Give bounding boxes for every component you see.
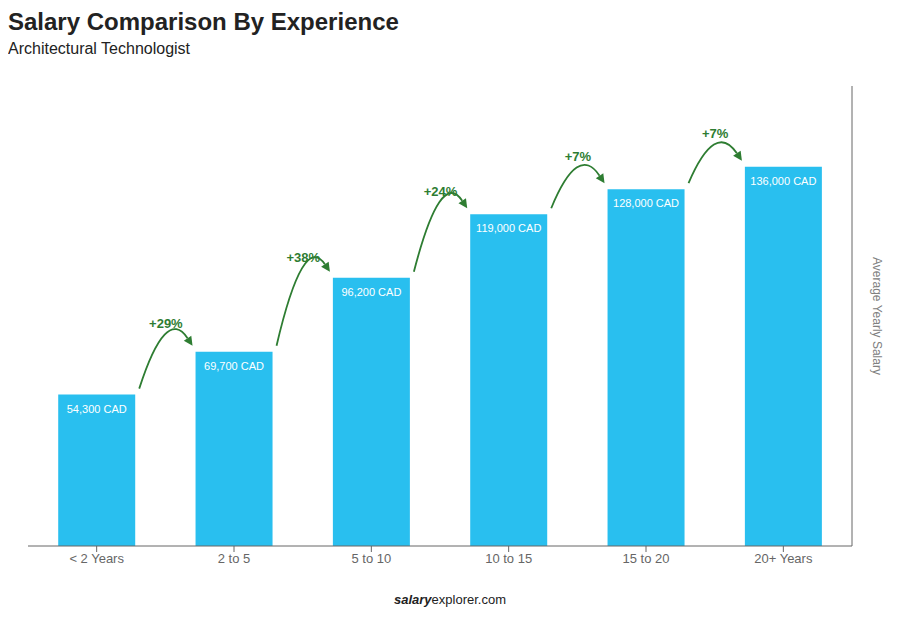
html-text:Salary Comparison By Experienc: Salary Comparison By Experience bbox=[8, 8, 399, 35]
svg-text:< 2 Years: < 2 Years bbox=[69, 551, 124, 566]
svg-text:128,000 CAD: 128,000 CAD bbox=[613, 197, 679, 209]
svg-text:15 to 20: 15 to 20 bbox=[623, 551, 670, 566]
svg-text:Average Yearly Salary: Average Yearly Salary bbox=[870, 257, 884, 375]
html-text:salary explorer.com: salary explorer.com bbox=[394, 592, 506, 607]
svg-text:96,200 CAD: 96,200 CAD bbox=[341, 286, 401, 298]
svg-text:136,000 CAD: 136,000 CAD bbox=[750, 175, 816, 187]
svg-text:54,300 CAD: 54,300 CAD bbox=[67, 403, 127, 415]
svg-text:+29%: +29% bbox=[149, 316, 183, 331]
svg-text:+24%: +24% bbox=[424, 184, 458, 199]
svg-text:2 to 5: 2 to 5 bbox=[218, 551, 251, 566]
svg-text:10 to 15: 10 to 15 bbox=[485, 551, 532, 566]
svg-text:+7%: +7% bbox=[702, 126, 729, 141]
svg-text:69,700 CAD: 69,700 CAD bbox=[204, 360, 264, 372]
html-text:Architectural Technologist: Architectural Technologist bbox=[8, 40, 190, 57]
svg-text:119,000 CAD: 119,000 CAD bbox=[476, 222, 541, 234]
svg-text:20+ Years: 20+ Years bbox=[754, 551, 813, 566]
svg-text:+7%: +7% bbox=[565, 149, 592, 164]
svg-text:5 to 10: 5 to 10 bbox=[351, 551, 391, 566]
svg-text:+38%: +38% bbox=[286, 250, 320, 265]
